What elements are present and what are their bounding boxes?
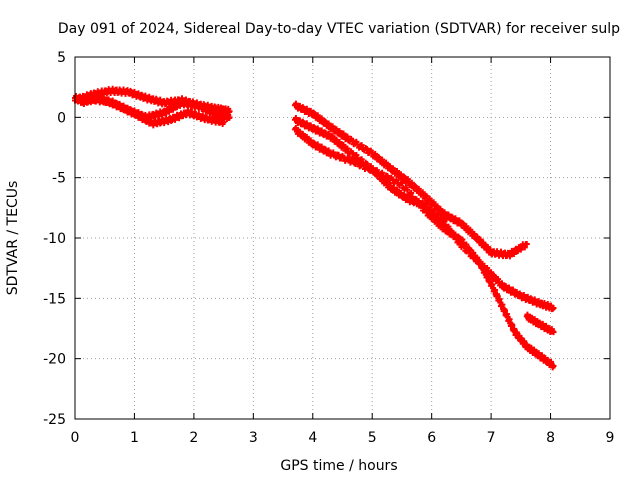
x-tick-label: 8 — [546, 430, 555, 446]
data-point — [330, 149, 337, 156]
data-point — [550, 362, 557, 369]
series-arc-f — [291, 125, 557, 371]
y-tick-label: 5 — [57, 50, 66, 66]
data-point — [335, 151, 342, 158]
x-tick-label: 7 — [487, 430, 496, 446]
data-point — [550, 304, 557, 311]
data-point — [369, 166, 376, 173]
data-point — [384, 172, 391, 179]
y-axis-label: SDTVAR / TECUs — [5, 181, 21, 296]
data-point — [358, 142, 365, 149]
x-tick-label: 3 — [249, 430, 258, 446]
x-tick-label: 5 — [368, 430, 377, 446]
series-arc-d — [291, 100, 530, 260]
data-point — [550, 329, 557, 336]
x-tick-label: 9 — [606, 430, 615, 446]
data-point — [226, 114, 233, 121]
x-tick-label: 6 — [427, 430, 436, 446]
data-point — [350, 156, 357, 163]
chart-title: Day 091 of 2024, Sidereal Day-to-day VTE… — [58, 21, 620, 37]
data-point — [349, 150, 356, 157]
data-point — [408, 190, 415, 197]
data-point — [404, 186, 411, 193]
data-point — [353, 138, 360, 145]
data-point — [344, 154, 351, 161]
data-point — [413, 196, 420, 203]
x-tick-label: 0 — [71, 430, 80, 446]
data-point — [398, 180, 405, 187]
y-tick-label: 0 — [57, 110, 66, 126]
data-point — [363, 146, 370, 153]
x-tick-label: 4 — [308, 430, 317, 446]
y-tick-label: -5 — [52, 171, 66, 187]
data-point — [523, 241, 530, 248]
data-point — [379, 169, 386, 176]
x-tick-label: 1 — [130, 430, 139, 446]
data-point — [393, 177, 400, 184]
y-tick-label: -15 — [43, 291, 66, 307]
data-point — [364, 163, 371, 170]
tick-layer: 0 1 2 3 4 5 6 7 8 9 5 0 -5 -10 -15 -20 -25 — [43, 50, 614, 446]
x-tick-label: 2 — [189, 430, 198, 446]
data-point — [226, 108, 233, 115]
data-point — [418, 202, 425, 209]
y-tick-label: -25 — [43, 412, 66, 428]
x-axis-label: GPS time / hours — [280, 458, 397, 474]
series-arc-g — [523, 311, 557, 336]
y-tick-label: -10 — [43, 231, 66, 247]
series-arc-c — [77, 93, 227, 129]
data-point — [353, 151, 360, 158]
data-point — [349, 137, 356, 144]
data-point — [220, 119, 227, 126]
data-layer — [72, 85, 557, 371]
y-tick-label: -20 — [43, 352, 66, 368]
